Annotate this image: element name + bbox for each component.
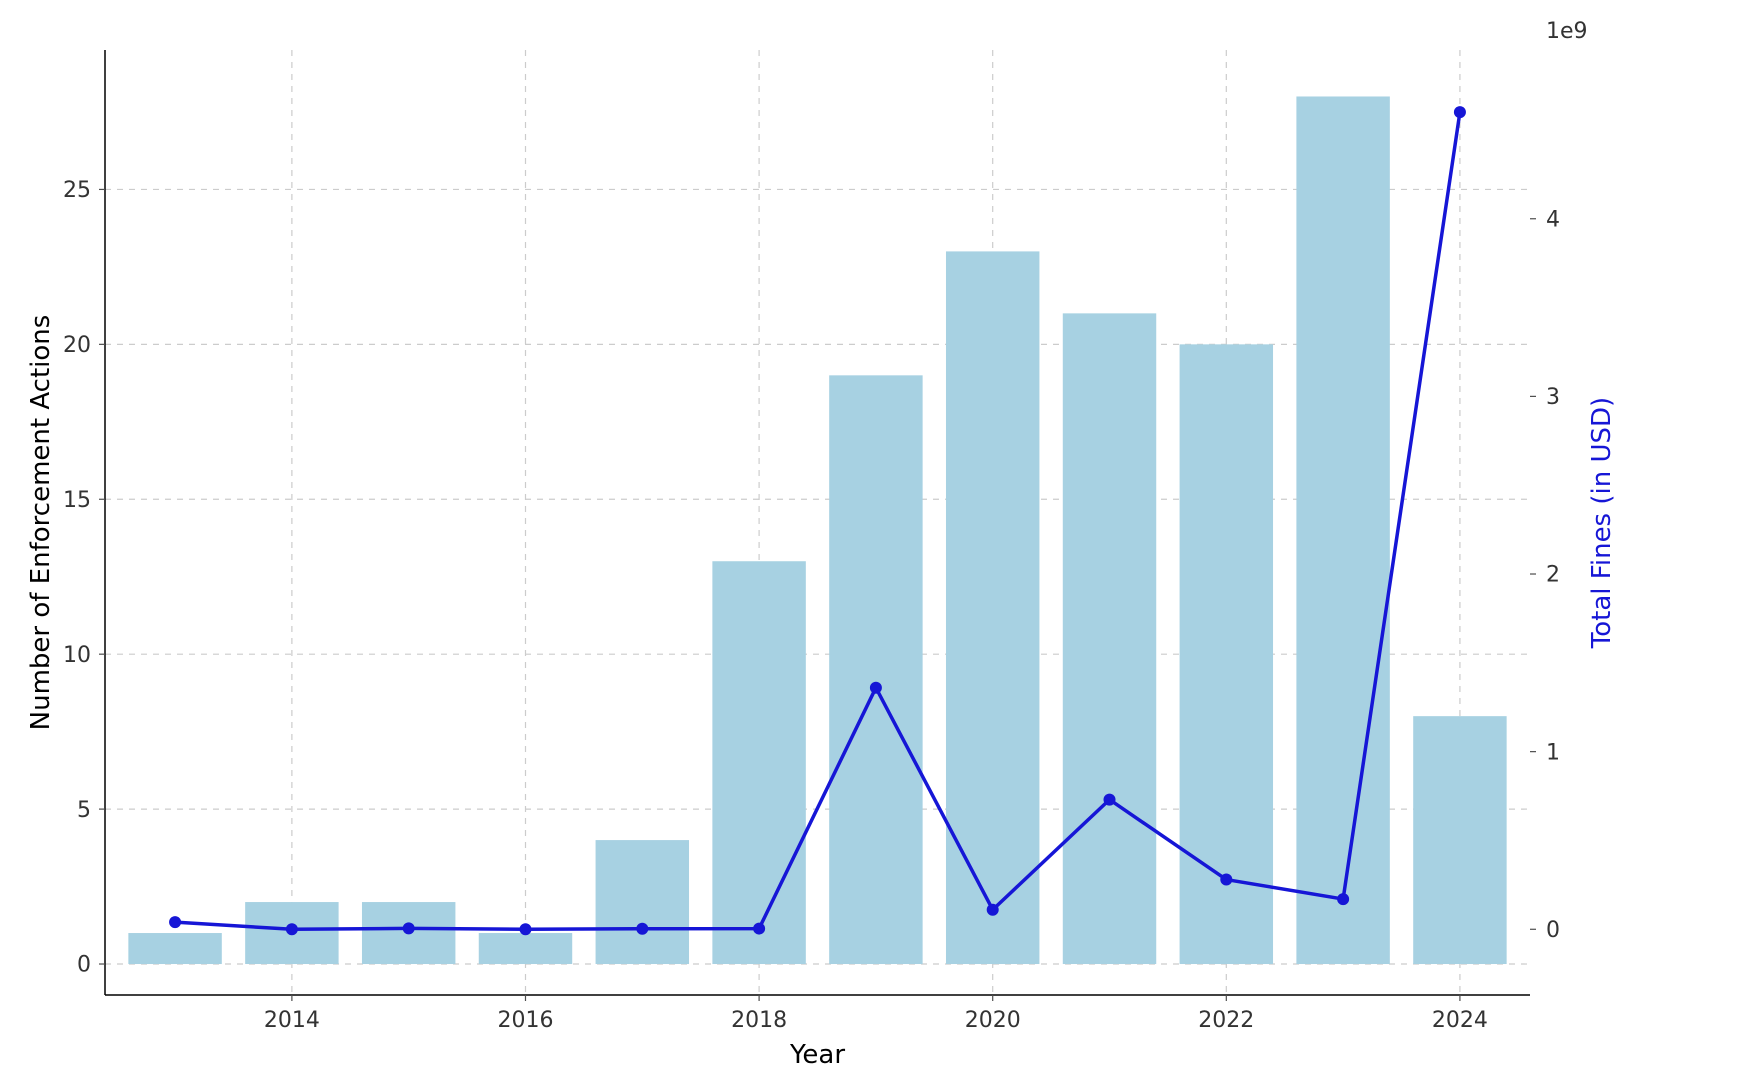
y-left-tick-label: 0 [77,953,91,978]
chart-svg: 201420162018202020222024Year0510152025Nu… [0,0,1761,1085]
x-tick-label: 2018 [731,1008,787,1033]
bar [1413,716,1506,964]
bar [596,840,689,964]
x-axis-label: Year [789,1040,845,1070]
y-right-tick-label: 3 [1546,385,1560,410]
line-marker [169,916,181,928]
x-tick-label: 2022 [1198,1008,1254,1033]
bar [479,933,572,964]
y-right-axis-label: Total Fines (in USD) [1587,397,1617,649]
x-tick-label: 2020 [965,1008,1021,1033]
bar [829,375,922,964]
y-right-tick-label: 2 [1546,563,1560,588]
y-left-tick-label: 5 [77,798,91,823]
x-tick-label: 2016 [497,1008,553,1033]
y-left-tick-label: 10 [63,643,91,668]
line-marker [987,904,999,916]
bar [1063,313,1156,964]
y-right-tick-label: 4 [1546,207,1560,232]
line-marker [1337,893,1349,905]
y-left-tick-label: 20 [63,333,91,358]
x-tick-label: 2014 [264,1008,320,1033]
y-right-tick-label: 0 [1546,918,1560,943]
line-marker [1220,874,1232,886]
line-marker [753,923,765,935]
chart-container: 201420162018202020222024Year0510152025Nu… [0,0,1761,1085]
line-marker [870,682,882,694]
y-right-tick-label: 1 [1546,740,1560,765]
bar [1180,344,1273,964]
bar [712,561,805,964]
y-left-tick-label: 25 [63,178,91,203]
line-marker [403,922,415,934]
y-right-scale-text: 1e9 [1546,19,1588,44]
line-marker [286,923,298,935]
line-marker [1104,794,1116,806]
line-marker [1454,106,1466,118]
line-marker [636,923,648,935]
y-left-tick-label: 15 [63,488,91,513]
x-tick-label: 2024 [1432,1008,1488,1033]
y-left-axis-label: Number of Enforcement Actions [26,315,56,731]
bar [128,933,221,964]
line-marker [519,923,531,935]
bar [946,251,1039,964]
bar [1296,96,1389,964]
